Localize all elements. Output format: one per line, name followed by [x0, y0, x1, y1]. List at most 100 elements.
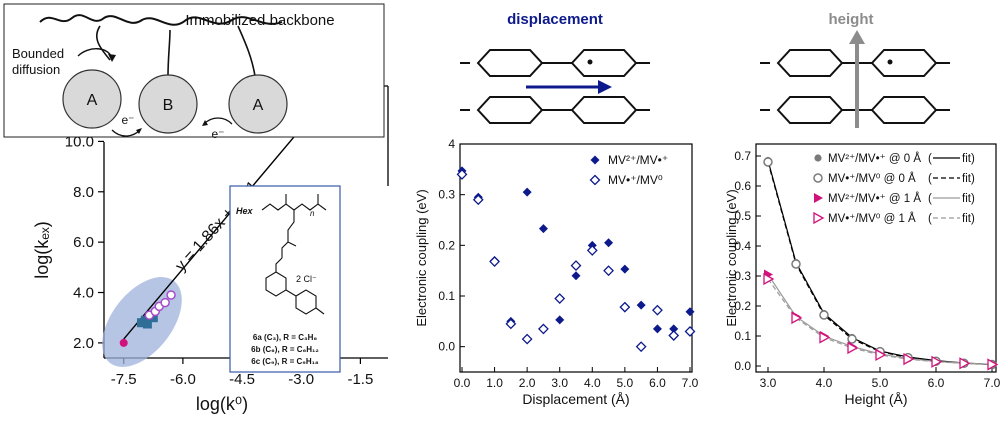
x-tick-label: 0.0 — [454, 376, 471, 390]
legend-marker — [814, 154, 822, 162]
x-tick-label: -4.5 — [229, 371, 255, 388]
data-point — [538, 323, 549, 335]
node-a2 — [228, 74, 288, 134]
data-point — [959, 357, 971, 370]
data-point — [669, 324, 679, 334]
stacked-viologen-displacement — [460, 49, 650, 124]
data-point — [819, 331, 831, 344]
diffusion-label-2: diffusion — [12, 62, 60, 77]
x-tick-label: -3.0 — [288, 371, 314, 388]
x-tick-label: 1.0 — [486, 376, 503, 390]
data-point — [847, 341, 859, 355]
displacement-arrow — [526, 80, 612, 94]
x-tick-label: 6.0 — [928, 376, 945, 390]
panel-c-x-axis-label: Height (Å) — [844, 391, 907, 407]
panel-b-frame — [459, 143, 693, 373]
radical-dot-b — [587, 59, 593, 65]
tether-a2 — [237, 25, 256, 77]
y-tick-label: 6.0 — [73, 234, 94, 251]
data-point — [791, 311, 803, 325]
structure-sidechain — [281, 210, 295, 258]
data-point — [903, 352, 915, 366]
panel-c-legend: MV²⁺/MV•⁺ @ 0 Å (fit) MV•⁺/MV⁰ @ 0 Å (fit) M… — [813, 152, 975, 225]
y-tick-label: 0.1 — [734, 329, 751, 343]
data-point — [554, 293, 566, 304]
diffusion-arrow-head — [108, 54, 116, 62]
legend-label: MV•⁺/MV⁰ — [608, 173, 663, 187]
y-tick-label: 0.0 — [438, 340, 455, 354]
y-tick-label: 0.2 — [734, 299, 751, 313]
structure-n-methyl — [315, 307, 325, 315]
height-arrow — [849, 30, 865, 128]
panel-c-fit-lines — [767, 160, 993, 366]
data-point — [522, 187, 532, 197]
x-tick-label: 2.0 — [519, 376, 536, 390]
fit-curve — [767, 160, 993, 366]
legend-paren: ( — [928, 173, 932, 185]
data-point — [875, 348, 887, 362]
panel-c-frame — [755, 143, 997, 373]
legend-marker — [813, 173, 823, 183]
panel-b-ticks: 0.0 1.0 2.0 3.0 4.0 5.0 6.0 7.0 0.0 0.1 0.2 0.3 4 — [438, 137, 698, 390]
data-point — [987, 358, 999, 371]
electron-arrow-1-head — [136, 128, 142, 134]
electron-label-2: e⁻ — [211, 127, 224, 141]
data-point — [620, 264, 630, 274]
data-point — [684, 326, 696, 337]
legend-label: MV•⁺/MV⁰ @ 1 Å — [828, 212, 916, 225]
legend-paren: ( — [928, 213, 932, 225]
y-tick-label: 0.4 — [734, 239, 751, 253]
data-point — [636, 300, 646, 310]
diffusion-label-1: Bounded — [12, 46, 64, 61]
data-point — [819, 310, 829, 320]
schematic-box: A B A e⁻ e⁻ Immobilized backbone Bounded… — [3, 3, 385, 141]
node-a1-label: A — [87, 92, 98, 109]
legend-marker — [813, 211, 825, 225]
legend-paren: ( — [928, 153, 932, 165]
y-tick-label: 4 — [448, 137, 455, 151]
structure-cl-label: 2 Cl⁻ — [296, 274, 317, 284]
data-point — [603, 265, 614, 277]
data-point — [456, 168, 468, 180]
panel-b: displacement 0.0 1.0 2.0 3.0 4.0 5.0 6.0 7.00.0… — [414, 11, 699, 407]
panel-b-points — [456, 166, 696, 353]
legend-fit-label: fit) — [962, 193, 975, 205]
node-b-label: B — [163, 97, 174, 114]
data-point — [570, 260, 582, 272]
radical-dot-c — [887, 59, 893, 65]
data-point — [635, 341, 647, 353]
data-point — [571, 271, 581, 281]
y-tick-label: 2.0 — [73, 335, 94, 352]
data-point — [472, 194, 484, 206]
panel-b-y-axis-label: Electronic coupling (eV) — [414, 189, 429, 326]
x-tick-label: 4.0 — [816, 376, 833, 390]
data-point — [791, 259, 801, 269]
panel-a-ticks: -7.5 -6.0 -4.5 -3.0 -1.5 2.0 4.0 6.0 8.0 10.0 — [65, 133, 374, 388]
legend-marker — [590, 155, 600, 165]
node-a1 — [62, 69, 122, 129]
panel-c-points — [763, 156, 999, 371]
data-point — [604, 238, 614, 248]
pyridinium-ring-1 — [265, 271, 287, 297]
x-tick-label: 5.0 — [617, 376, 634, 390]
ring-bridge — [285, 289, 297, 297]
legend-label: MV²⁺/MV•⁺ — [608, 153, 668, 167]
compound-line-1: 6a (C₃), R = C₃H₆ — [253, 333, 318, 342]
legend-label: MV•⁺/MV⁰ @ 0 Å — [828, 172, 916, 185]
electron-arrow-2-head — [202, 120, 208, 126]
data-point — [652, 304, 663, 316]
data-point — [931, 355, 943, 368]
compound-line-3: 6c (C₉), R = C₉H₁₈ — [251, 357, 319, 366]
y-tick-label: 0.6 — [734, 179, 751, 193]
data-point — [847, 334, 857, 344]
structure-inset: Hex n 2 Cl⁻ 6a (C₃), R = C₃H₆ 6b (C₆), R… — [229, 185, 341, 373]
panel-b-x-axis-label: Displacement (Å) — [522, 391, 629, 407]
panel-c-title: height — [829, 11, 874, 28]
legend-fit-label: fit) — [962, 213, 975, 225]
legend-marker — [589, 174, 601, 186]
data-point — [160, 297, 170, 308]
y-tick-label: 0.3 — [438, 188, 455, 202]
x-tick-label: 6.0 — [649, 376, 666, 390]
node-b — [138, 74, 198, 134]
panel-a-y-axis-label: log(kₑₓ) — [32, 221, 52, 279]
